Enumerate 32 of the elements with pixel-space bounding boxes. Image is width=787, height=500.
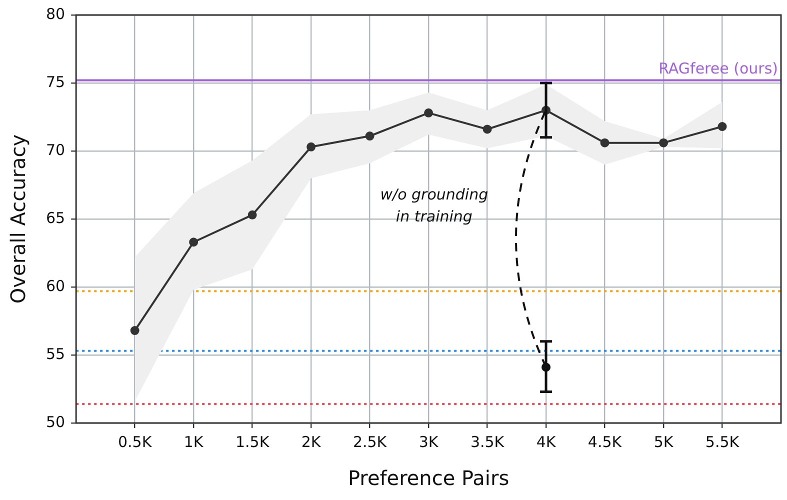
y-tick-label: 75	[46, 72, 66, 91]
x-tick-label: 4K	[536, 432, 557, 451]
x-axis-title: Preference Pairs	[348, 466, 510, 490]
point	[482, 124, 492, 134]
y-tick-label: 70	[46, 140, 66, 159]
x-tick-label: 2K	[301, 432, 322, 451]
x-tick-label: 1K	[184, 432, 204, 451]
ref-line-label: RAGferee (ours)	[658, 60, 778, 78]
x-tick-label: 0.5K	[118, 432, 153, 451]
point	[365, 132, 374, 141]
x-tick-label: 3.5K	[470, 432, 506, 451]
x-tick-label: 3K	[418, 432, 440, 451]
x-tick-label: 2.5K	[352, 432, 388, 451]
x-tick-label: 4.5K	[588, 432, 623, 451]
y-tick-label: 60	[46, 276, 66, 295]
y-axis-title: Overall Accuracy	[6, 134, 30, 304]
point	[424, 108, 434, 118]
x-tick-label: 5K	[654, 432, 674, 451]
x-tick-label: 5.5K	[705, 432, 740, 451]
point	[248, 210, 257, 220]
point	[130, 326, 140, 336]
point	[189, 238, 198, 247]
y-tick-label: 55	[46, 344, 66, 363]
annotation: w/o grounding in training	[380, 186, 488, 226]
y-tick-label: 80	[46, 4, 66, 23]
y-tick-label: 50	[46, 412, 66, 431]
point	[600, 138, 610, 148]
x-tick-label: 1.5K	[235, 432, 270, 451]
point	[306, 142, 316, 152]
point	[718, 122, 727, 132]
point	[659, 138, 668, 148]
y-tick-label: 65	[46, 208, 66, 227]
